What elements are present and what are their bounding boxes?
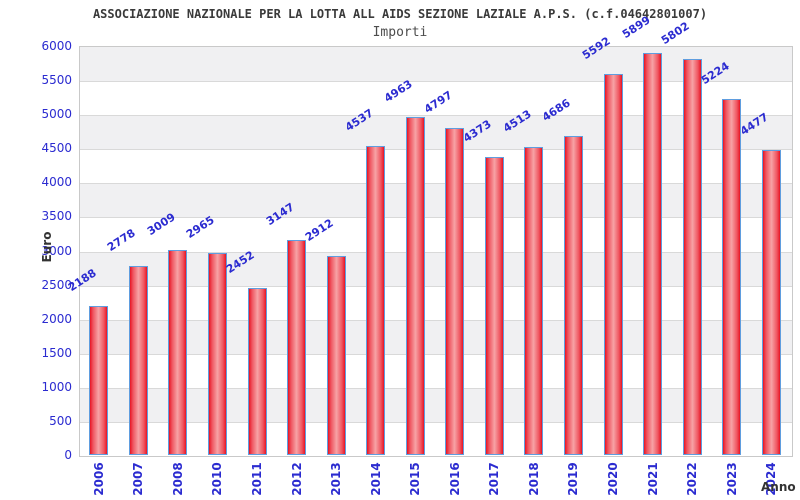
x-tick-label: 2017 <box>487 462 502 496</box>
bar <box>128 266 148 455</box>
chart-subtitle: Importi <box>372 25 428 40</box>
y-tick-label: 3000 <box>41 243 72 258</box>
bar <box>207 253 227 455</box>
bar <box>524 147 544 455</box>
x-tick-label: 2021 <box>645 462 660 496</box>
plot-band <box>80 387 792 422</box>
y-tick-label: 5500 <box>41 73 72 88</box>
x-tick-label: 2018 <box>526 462 541 496</box>
y-axis-title: Euro <box>40 231 54 263</box>
gridline <box>80 217 792 219</box>
bar <box>682 59 702 455</box>
y-tick-label: 1000 <box>41 379 72 394</box>
x-tick-label: 2010 <box>210 462 225 496</box>
plot-band <box>80 47 792 82</box>
y-tick-label: 0 <box>64 448 72 462</box>
plot-band <box>80 217 792 252</box>
bar <box>484 157 504 455</box>
gridline <box>80 285 792 287</box>
y-tick-label: 6000 <box>41 39 72 53</box>
gridline <box>80 115 792 117</box>
bar <box>247 288 267 455</box>
x-tick-label: 2012 <box>289 462 304 496</box>
y-tick-label: 5000 <box>41 107 72 122</box>
x-tick-label: 2006 <box>91 462 106 496</box>
gridline <box>80 421 792 423</box>
x-tick-label: 2008 <box>170 462 185 496</box>
y-tick-label: 2500 <box>41 277 72 292</box>
gridline <box>80 319 792 321</box>
plot-band <box>80 421 792 456</box>
bar <box>445 128 465 455</box>
y-tick-label: 2000 <box>41 311 72 326</box>
x-tick-label: 2023 <box>724 462 739 496</box>
x-tick-label: 2007 <box>131 462 146 496</box>
bar <box>722 99 742 455</box>
x-tick-label: 2011 <box>250 462 264 496</box>
bar <box>603 74 623 455</box>
plot-band <box>80 251 792 286</box>
x-tick-label: 2022 <box>685 462 700 496</box>
gridline <box>80 251 792 253</box>
bar <box>366 146 386 455</box>
gridline <box>80 183 792 185</box>
plot-band <box>80 149 792 184</box>
x-tick-label: 2013 <box>329 462 344 496</box>
bar <box>405 117 425 455</box>
bar <box>563 136 583 455</box>
plot-band <box>80 353 792 388</box>
chart-title: ASSOCIAZIONE NAZIONALE PER LA LOTTA ALL … <box>92 7 708 21</box>
gridline <box>80 353 792 355</box>
x-tick-label: 2016 <box>447 462 462 496</box>
bar <box>761 150 781 455</box>
plot-area <box>79 46 793 457</box>
y-tick-label: 3500 <box>41 209 72 224</box>
plot-band <box>80 285 792 320</box>
bar <box>326 256 346 455</box>
y-tick-label: 500 <box>49 413 72 428</box>
gridline <box>80 81 792 83</box>
y-tick-label: 4000 <box>41 175 72 190</box>
bar <box>643 53 663 455</box>
bar <box>89 306 109 455</box>
y-tick-label: 1500 <box>41 345 72 360</box>
bar <box>168 250 188 455</box>
x-axis-title: Anno <box>761 480 796 494</box>
x-tick-label: 2020 <box>606 462 620 496</box>
x-tick-label: 2015 <box>408 462 423 496</box>
plot-band <box>80 183 792 218</box>
plot-band <box>80 319 792 354</box>
x-tick-label: 2019 <box>566 462 581 496</box>
gridline <box>80 149 792 151</box>
plot-band <box>80 115 792 150</box>
plot-band <box>80 81 792 116</box>
gridline <box>80 387 792 389</box>
bar <box>287 240 307 455</box>
y-tick-label: 4500 <box>41 141 72 156</box>
x-tick-label: 2014 <box>368 462 383 496</box>
